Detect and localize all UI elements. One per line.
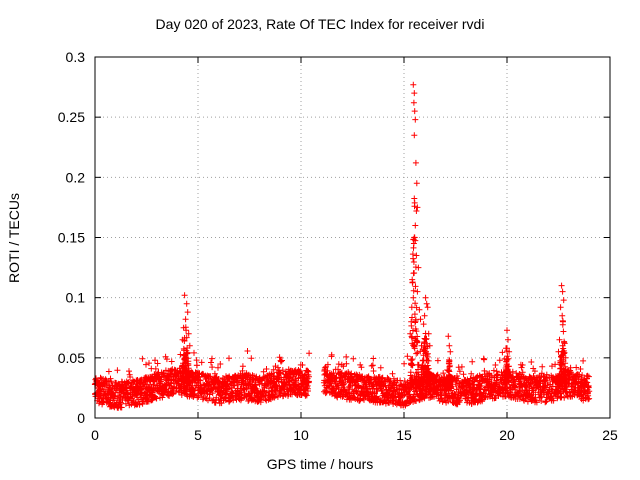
plot-frame (94, 56, 611, 419)
x-tick-label: 25 (602, 427, 618, 443)
x-tick-label: 10 (293, 427, 309, 443)
x-tick-label: 15 (396, 427, 412, 443)
x-tick-label: 5 (194, 427, 202, 443)
x-tick-label: 20 (499, 427, 515, 443)
grid-lines (95, 57, 610, 418)
y-tick-label: 0.2 (66, 169, 86, 185)
x-tick-label: 0 (91, 427, 99, 443)
data-point-markers (91, 81, 593, 411)
axis-ticks: 0 5 10 15 20 25 0 0.05 0.1 0.15 0.2 0.25 0.3 (58, 49, 618, 443)
y-tick-label: 0 (77, 410, 85, 426)
y-tick-label: 0.3 (66, 49, 86, 65)
y-tick-label: 0.25 (58, 109, 85, 125)
data-points (91, 81, 593, 411)
chart-title: Day 020 of 2023, Rate Of TEC Index for r… (155, 16, 485, 32)
y-axis-label: ROTI / TECUs (6, 193, 22, 283)
y-tick-label: 0.15 (58, 230, 85, 246)
y-tick-label: 0.1 (66, 290, 86, 306)
y-tick-label: 0.05 (58, 350, 85, 366)
x-axis-label: GPS time / hours (266, 456, 374, 472)
